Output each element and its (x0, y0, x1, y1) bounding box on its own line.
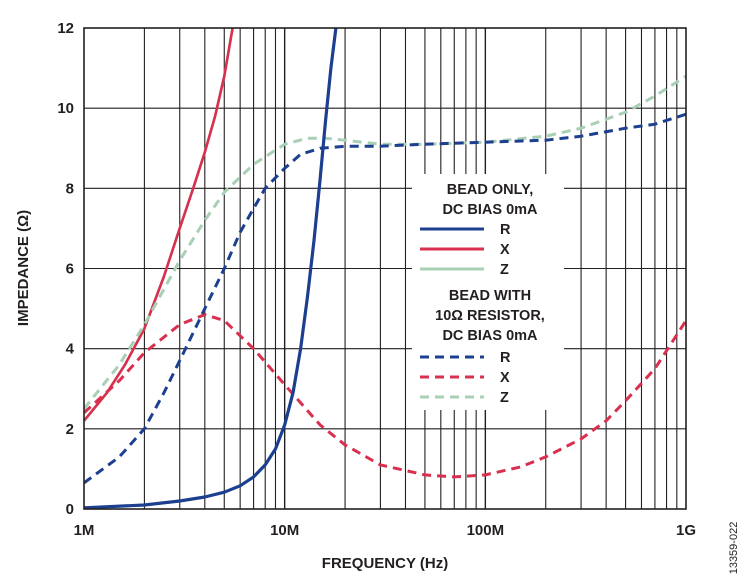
x-tick-label: 10M (270, 522, 299, 539)
y-tick-label: 10 (57, 100, 74, 117)
legend-group2-entries: RXZ (420, 350, 511, 406)
x-axis-label: FREQUENCY (Hz) (322, 555, 448, 572)
y-tick-label: 4 (66, 341, 75, 358)
series-dashed-x-line (84, 313, 686, 479)
legend-group2-title-line3: DC BIAS 0mA (442, 328, 538, 344)
series-layer (84, 28, 686, 509)
x-tick-label: 1G (676, 522, 696, 539)
plot-frame (83, 27, 687, 510)
legend-group2-title-line2: 10Ω RESISTOR, (435, 308, 545, 324)
y-tick-label: 12 (57, 20, 74, 37)
y-tick-label: 0 (66, 501, 74, 518)
x-tick-label: 1M (74, 522, 95, 539)
legend-label-dashed-r: R (500, 350, 511, 366)
legend-group1-entries: RXZ (420, 222, 511, 278)
legend-label-solid-z: Z (500, 262, 509, 278)
legend: BEAD ONLY, DC BIAS 0mA RXZ BEAD WITH 10Ω… (412, 174, 564, 410)
legend-group2-title-line1: BEAD WITH (449, 288, 531, 304)
x-tick-label: 100M (467, 522, 505, 539)
series-solid-r-line (84, 28, 338, 509)
figure-id: 13359-022 (728, 522, 740, 575)
series-solid-z-line (84, 28, 234, 422)
legend-group1-title-line1: BEAD ONLY, (447, 182, 533, 198)
legend-background (412, 174, 564, 410)
series-solid-x-line (84, 28, 234, 422)
legend-group1-title-line2: DC BIAS 0mA (442, 202, 538, 218)
y-tick-label: 6 (66, 261, 74, 278)
tick-labels: 1M 10M 100M 1G 0 2 4 6 8 10 12 (57, 20, 696, 539)
y-tick-label: 8 (66, 180, 74, 197)
legend-label-solid-r: R (500, 222, 511, 238)
series-dashed-z-line (84, 74, 686, 410)
legend-label-dashed-z: Z (500, 390, 509, 406)
y-tick-label: 2 (66, 421, 74, 438)
legend-label-dashed-x: X (500, 370, 510, 386)
y-axis-label: IMPEDANCE (Ω) (15, 210, 32, 326)
series-dashed-r-line (84, 112, 686, 485)
legend-label-solid-x: X (500, 242, 510, 258)
